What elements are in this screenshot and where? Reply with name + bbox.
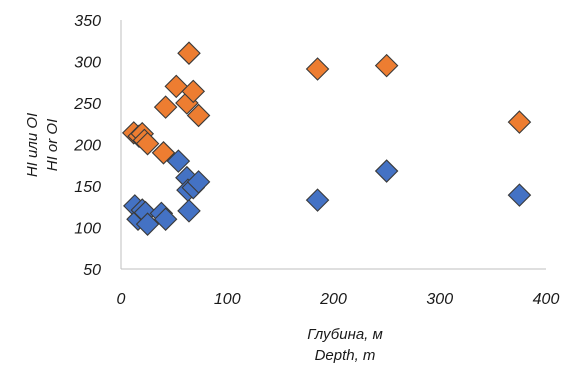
y-tick-label: 350 — [74, 13, 101, 30]
x-tick-label: 300 — [426, 291, 453, 308]
y-tick-labels: 50 100 150 200 250 300 350 — [73, 13, 101, 279]
x-tick-label: 100 — [214, 291, 241, 308]
x-tick-label: 400 — [533, 291, 560, 308]
data-point — [166, 149, 191, 173]
y-tick-label: 300 — [74, 55, 101, 72]
x-tick-label: 200 — [319, 291, 347, 308]
y-tick-label: 100 — [74, 221, 101, 238]
data-point — [507, 110, 532, 134]
y-tick-label: 200 — [73, 138, 101, 155]
data-point — [186, 170, 211, 194]
x-axis-title-line-1: Глубина, м — [307, 326, 383, 343]
data-point — [186, 103, 211, 128]
data-point — [135, 131, 160, 156]
data-point — [305, 57, 330, 81]
x-axis-title-line-2: Depth, m — [315, 347, 376, 364]
data-point — [305, 188, 330, 212]
y-tick-label: 50 — [83, 262, 101, 279]
y-tick-label: 150 — [74, 179, 101, 196]
x-tick-label: 0 — [117, 291, 126, 308]
data-point — [181, 79, 206, 104]
data-point — [153, 207, 178, 231]
data-point — [507, 183, 532, 207]
data-point — [151, 141, 176, 165]
data-point — [177, 41, 201, 65]
data-point — [135, 212, 160, 236]
data-point — [374, 159, 399, 183]
data-point — [374, 53, 399, 78]
data-point — [177, 199, 201, 223]
y-axis-title-line-2: HI or OI — [44, 119, 61, 172]
data-point — [153, 95, 178, 119]
data-points — [121, 41, 532, 236]
x-tick-labels: 0 100 200 300 400 — [117, 291, 560, 308]
data-point — [164, 74, 189, 99]
y-axis-title-line-1: HI или OI — [24, 113, 41, 177]
y-tick-label: 250 — [73, 96, 101, 113]
